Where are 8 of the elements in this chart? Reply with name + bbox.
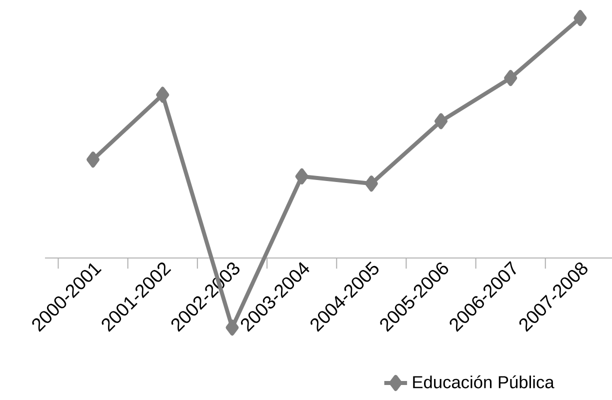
point	[574, 10, 587, 26]
legend-label: Educación Pública	[413, 375, 554, 388]
point	[86, 152, 100, 168]
point	[434, 113, 448, 130]
point	[504, 70, 518, 86]
point	[156, 86, 170, 103]
point	[295, 168, 308, 184]
point	[364, 176, 378, 192]
